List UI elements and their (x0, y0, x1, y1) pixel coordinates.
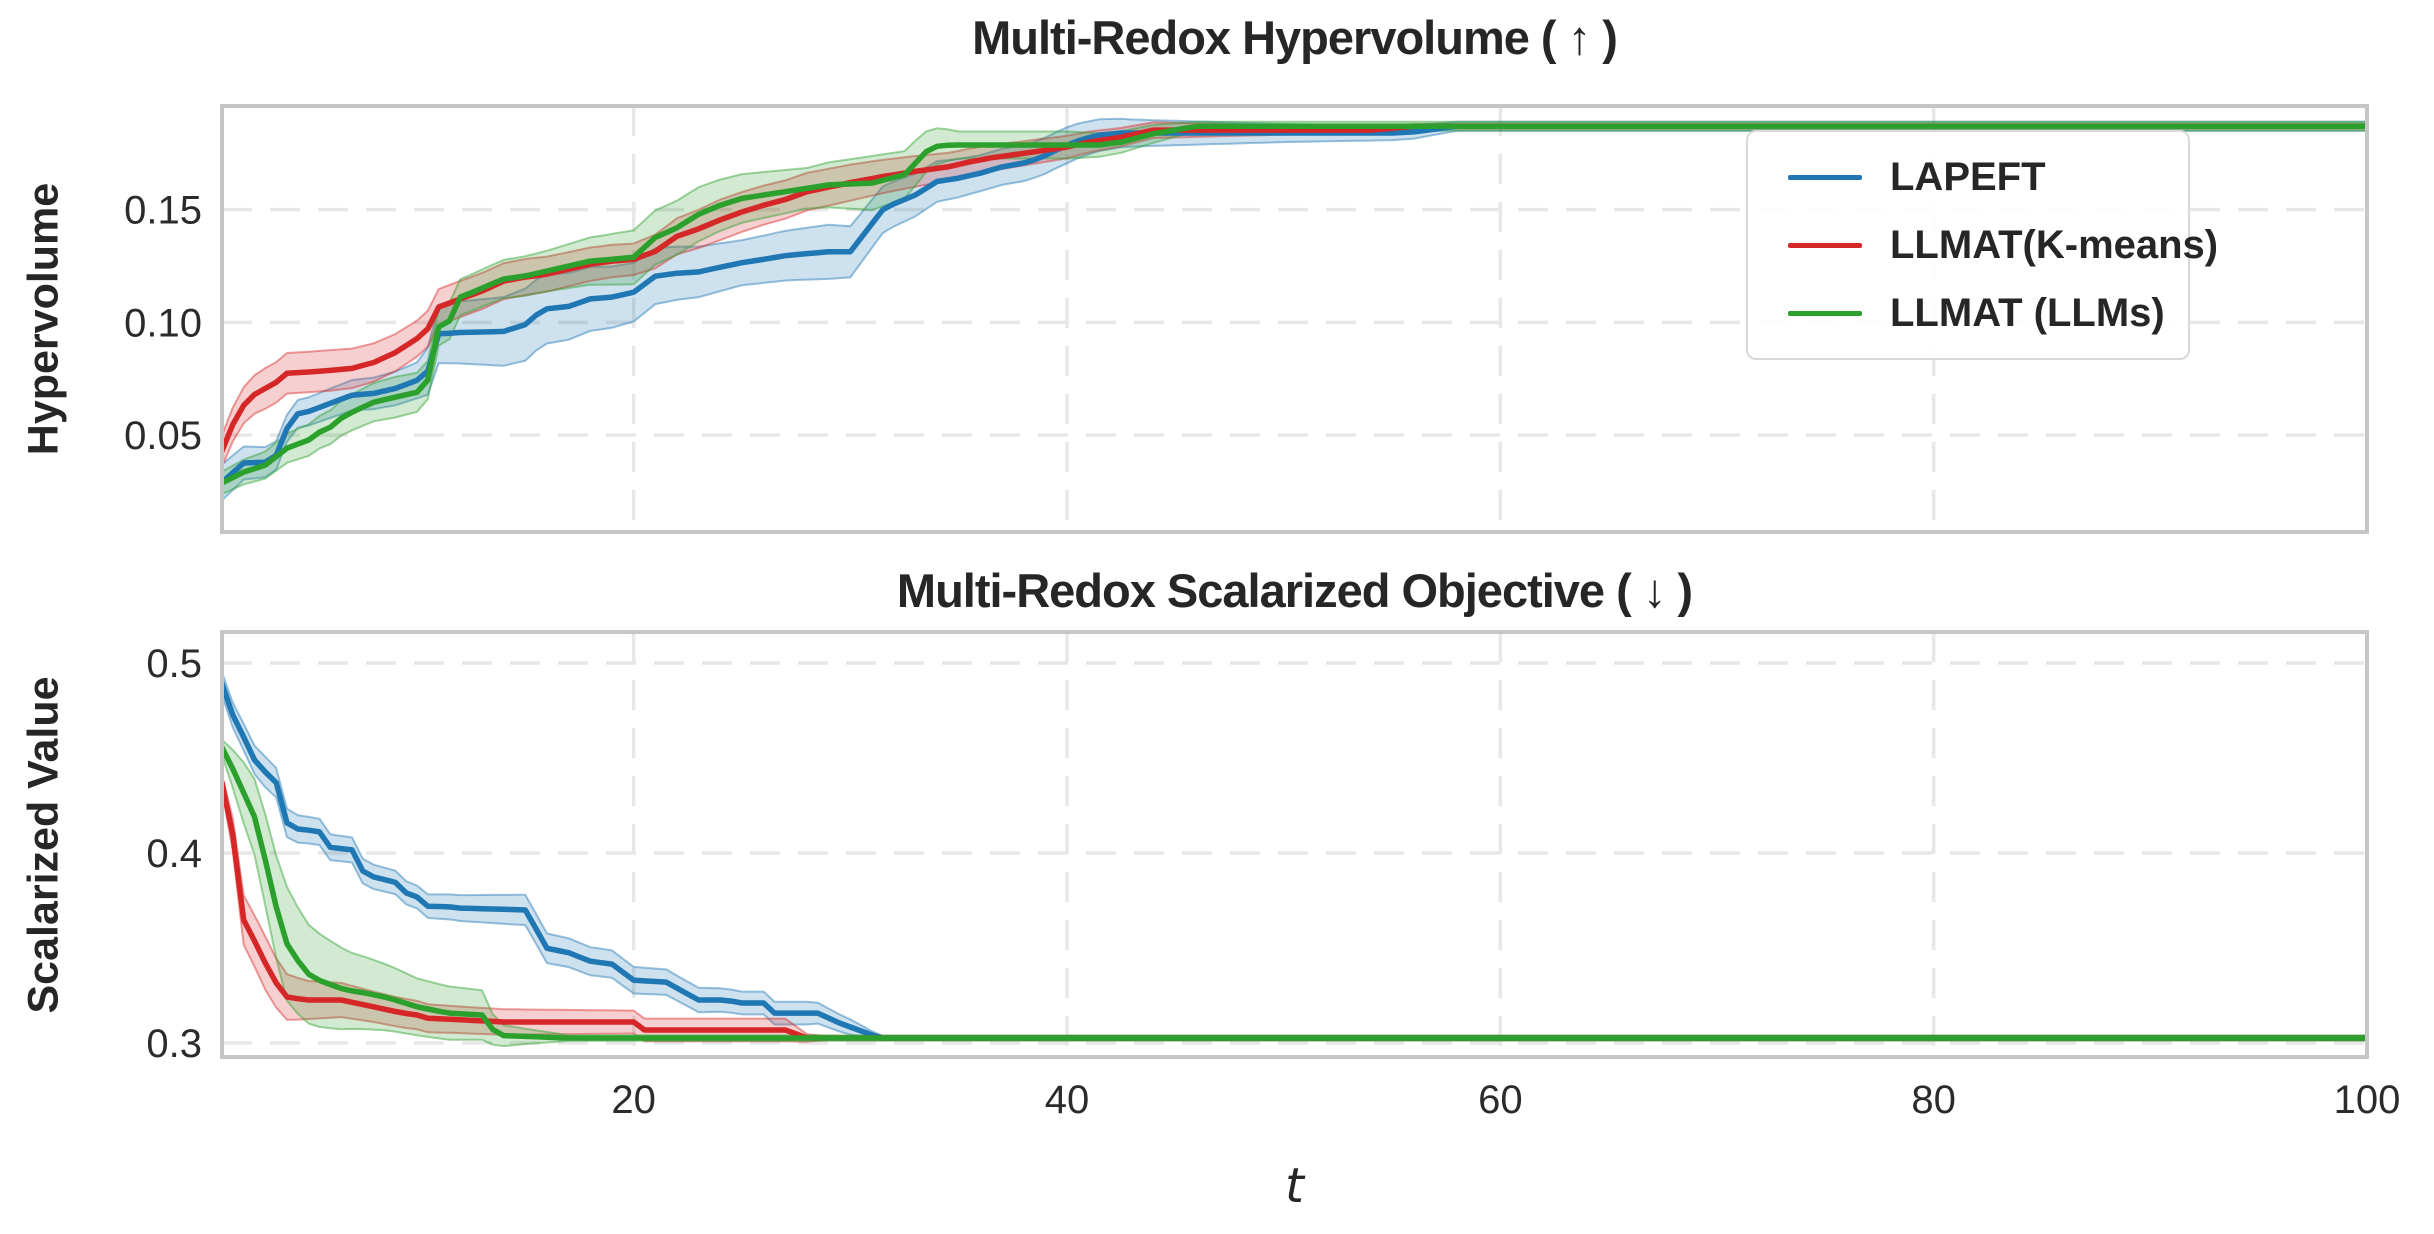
top-plot-title: Multi-Redox Hypervolume ( ↑ ) (972, 11, 1618, 64)
legend-line-swatch-green (1788, 310, 1862, 316)
series-line-LLMAT (LLMs) (222, 123, 2367, 486)
bottom-plot-title: Multi-Redox Scalarized Objective ( ↓ ) (896, 564, 1693, 617)
legend-entry-llmat-kmeans: LLMAT(K-means) (1748, 220, 2218, 270)
y-tick-label: 0.3 (146, 1022, 202, 1066)
top-y-axis-label-text: Hypervolume (19, 182, 68, 456)
x-tick-label: 60 (1478, 1078, 1523, 1122)
legend-label: LAPEFT (1890, 154, 2046, 199)
band-edge-upper (222, 120, 2367, 473)
bottom-y-axis-label-text: Scalarized Value (19, 676, 68, 1014)
x-tick-label: 80 (1911, 1078, 1956, 1122)
series-line-LLMAT (LLMs) (222, 744, 2367, 1041)
band-edge-upper (222, 739, 2367, 1037)
plot-background (222, 632, 2367, 1057)
y-tick-label: 0.05 (124, 414, 202, 458)
legend-line-swatch-blue (1788, 174, 1862, 180)
axes-spines (220, 630, 2369, 1059)
confidence-band-LLMAT (LLMs) (222, 739, 2367, 1047)
legend-entry-lapeft: LAPEFT (1748, 152, 2188, 202)
y-tick-label: 0.15 (124, 189, 202, 233)
y-tick-label: 0.4 (146, 832, 202, 876)
axes-spines (220, 104, 2369, 534)
legend-label: LLMAT (LLMs) (1890, 290, 2165, 335)
x-tick-label: 100 (2334, 1078, 2401, 1122)
y-tick-label: 0.5 (146, 642, 202, 686)
subplot-1: 0.3 0.4 0.5 20 40 60 80 100 (146, 630, 2401, 1122)
x-tick-label: 20 (611, 1078, 656, 1122)
x-tick-label: 40 (1045, 1078, 1090, 1122)
confidence-band-LLMAT(K-means) (222, 775, 2367, 1042)
legend-line-swatch-red (1788, 242, 1862, 248)
legend-label: LLMAT(K-means) (1890, 222, 2219, 267)
band-edge-lower (222, 754, 2367, 1048)
y-tick-label: 0.10 (124, 301, 202, 345)
legend-box: LAPEFT LLMAT(K-means) LLMAT (LLMs) (1746, 130, 2218, 360)
legend-entry-llmat-llms: LLMAT (LLMs) (1748, 288, 2188, 338)
x-axis-label: t (1285, 1158, 1304, 1214)
confidence-band-LLMAT (LLMs) (222, 121, 2367, 495)
